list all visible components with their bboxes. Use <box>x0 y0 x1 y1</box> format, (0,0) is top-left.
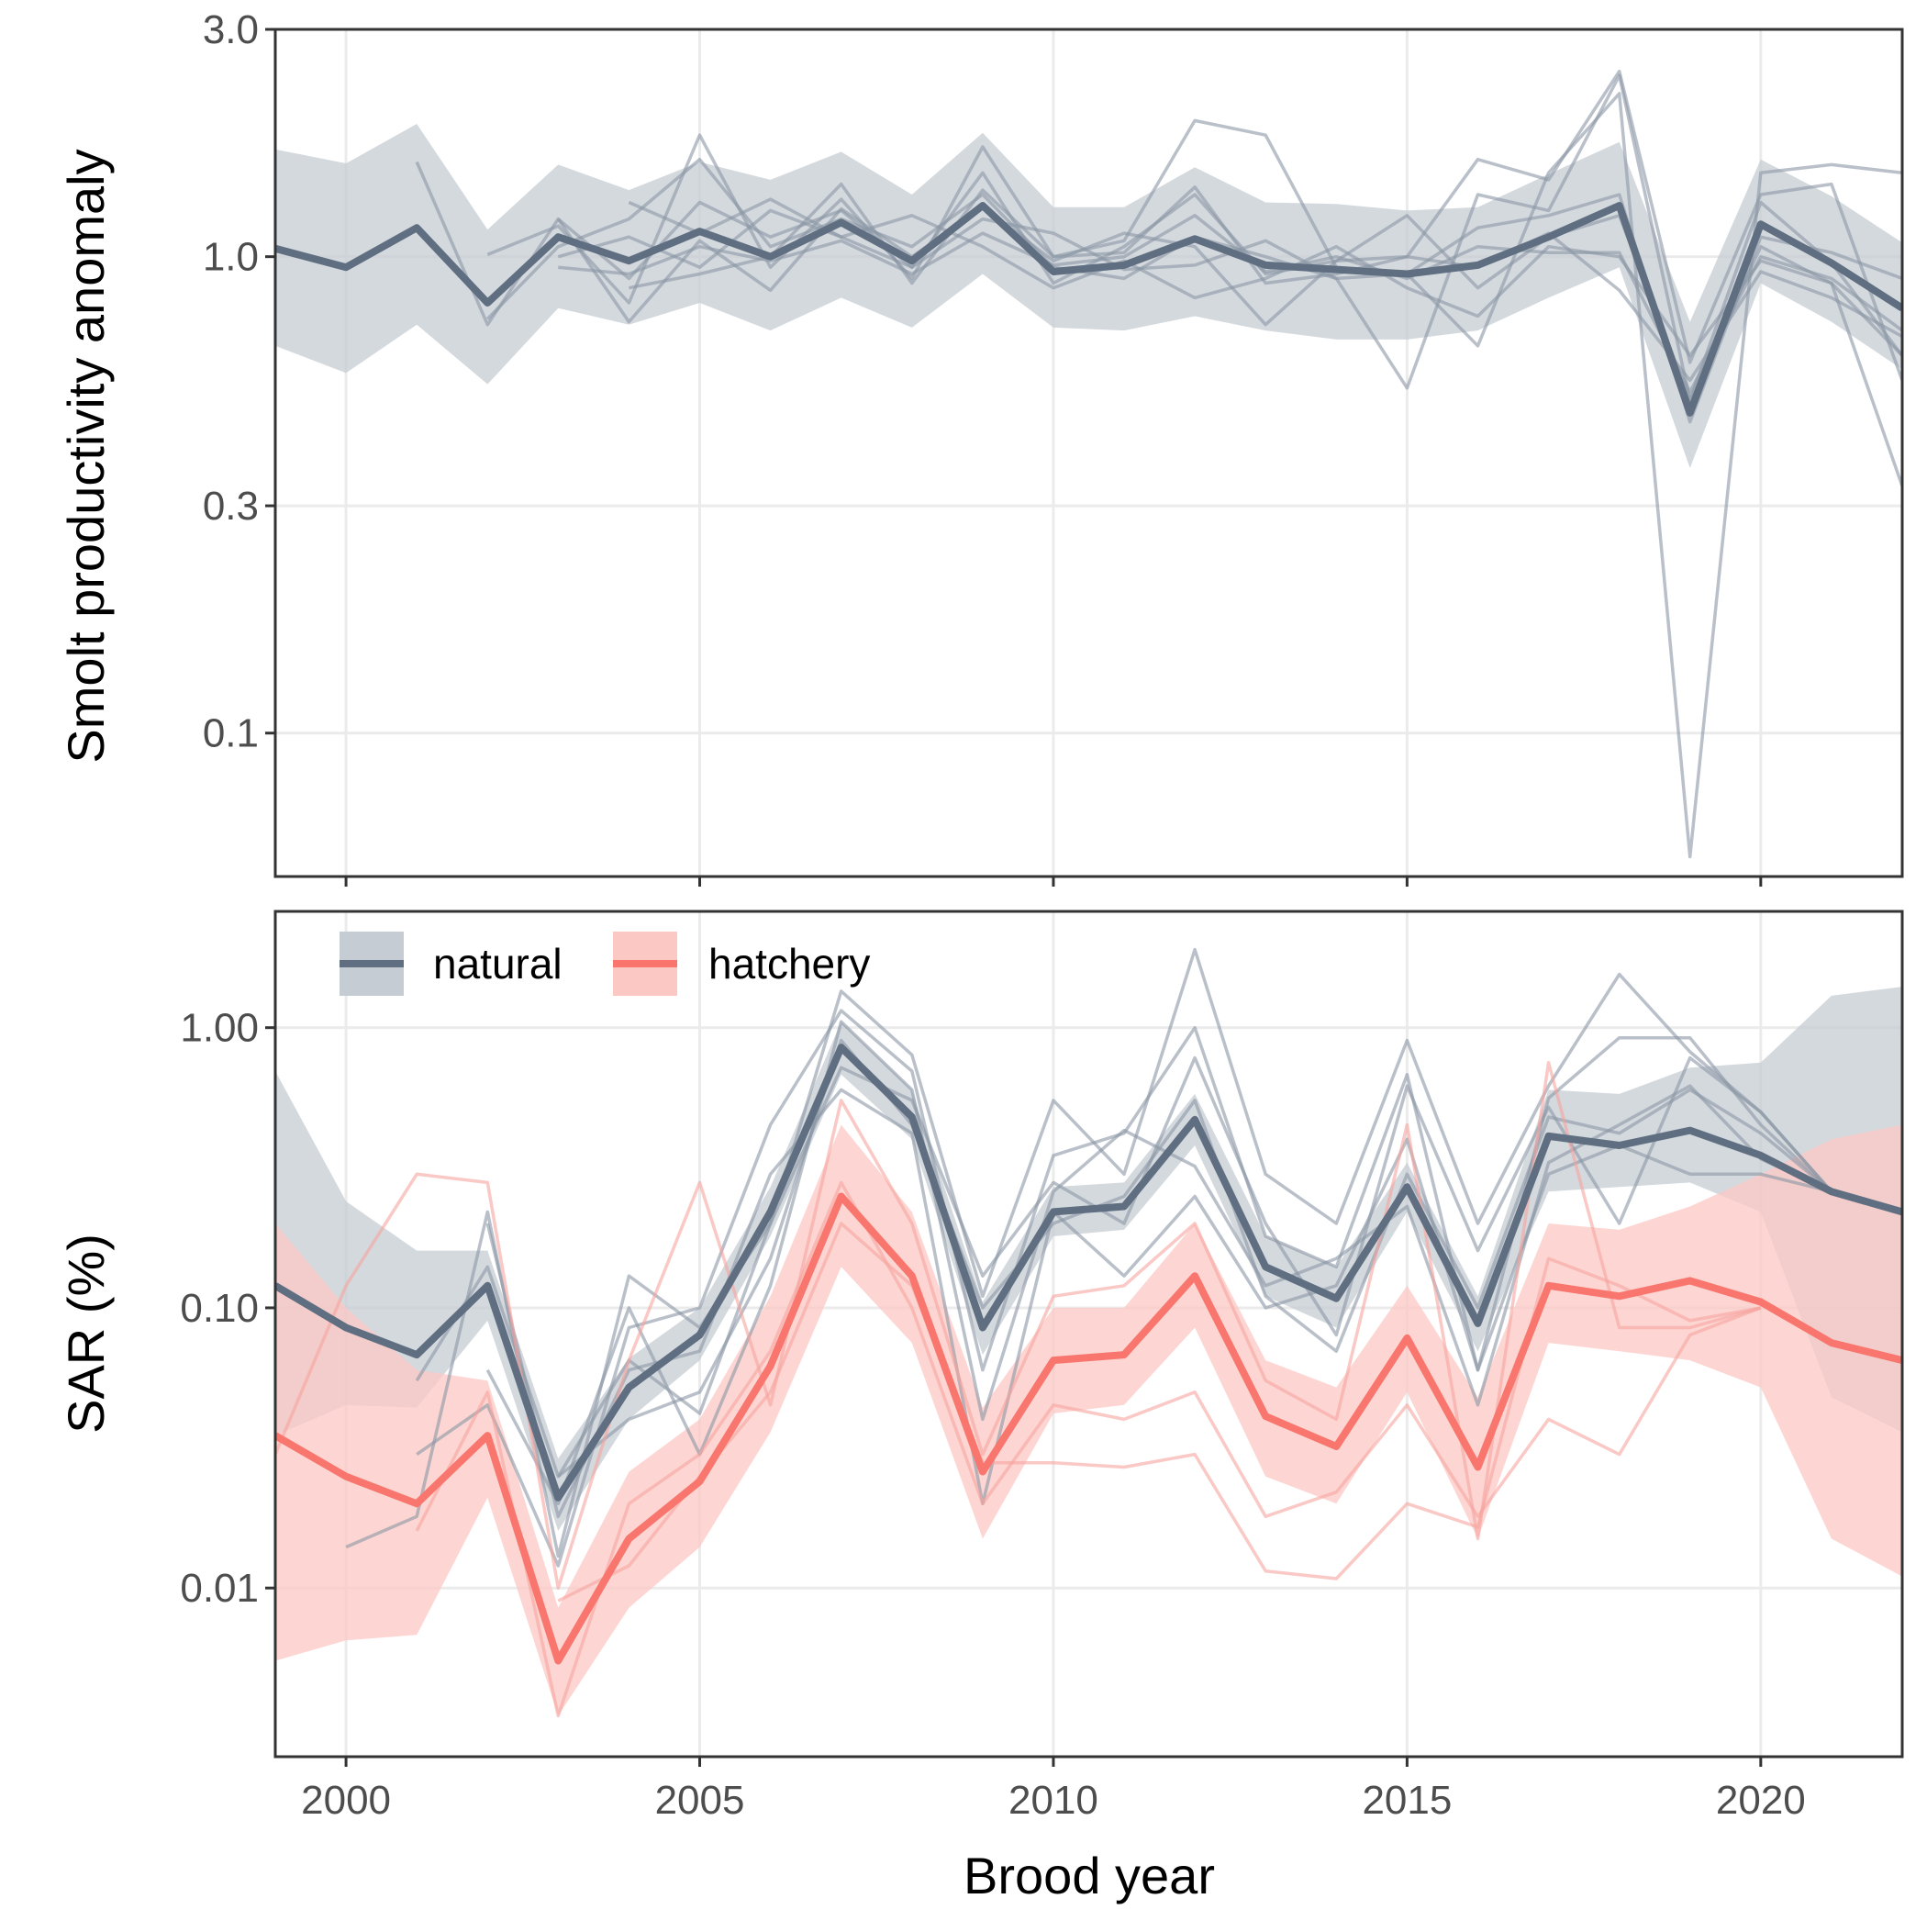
bottom-hatchery-interval-ribbon <box>275 1124 1902 1716</box>
bottom-hatchery-population-line <box>557 1222 1762 1603</box>
bottom-x-tick-label: 2015 <box>1362 1778 1452 1823</box>
top-natural-mean-line <box>275 202 1902 417</box>
top-natural-population-line <box>486 92 1902 859</box>
bottom-x-tick-label: 2010 <box>1008 1778 1098 1823</box>
bottom-y-tick-label: 1.00 <box>180 1006 259 1051</box>
bottom-y-axis-title: SAR (%) <box>57 1234 115 1434</box>
bottom-natural-mean-line <box>275 1044 1902 1502</box>
bottom-y-axis: 0.01 0.10 1.00 <box>180 1006 275 1611</box>
bottom-hatchery-mean-line <box>275 1192 1902 1665</box>
legend-natural-label: natural <box>433 940 563 988</box>
bottom-hatchery-population-line <box>415 1180 1762 1718</box>
top-natural-population-line <box>629 182 1902 383</box>
top-y-tick-label: 0.1 <box>203 711 259 756</box>
bottom-plot-area <box>275 947 1902 1718</box>
top-y-tick-label: 0.3 <box>203 484 259 529</box>
bottom-y-tick-label: 0.01 <box>180 1566 259 1611</box>
x-axis-title: Brood year <box>964 1847 1215 1904</box>
top-y-axis-title: Smolt productivity anomaly <box>57 149 115 763</box>
top-plot-background <box>275 29 1902 877</box>
bottom-panel-border <box>273 910 1904 1759</box>
panel-bottom: 0.01 0.10 1.00 2000 2005 2010 2015 2020 <box>180 910 1904 1823</box>
bottom-x-tick-label: 2000 <box>301 1778 391 1823</box>
top-natural-population-line <box>628 197 1902 358</box>
bottom-natural-population-line <box>416 1009 1902 1568</box>
bottom-x-tick-label: 2005 <box>655 1778 745 1823</box>
top-x-axis <box>344 877 1763 887</box>
top-plot-area <box>275 69 1902 859</box>
bottom-x-axis: 2000 2005 2010 2015 2020 <box>301 1757 1806 1823</box>
top-natural-interval-ribbon <box>275 124 1902 468</box>
top-y-tick-label: 1.0 <box>203 235 259 280</box>
legend: natural hatchery <box>340 932 870 996</box>
panel-top: 0.1 0.3 1.0 3.0 <box>203 7 1904 887</box>
top-y-axis: 0.1 0.3 1.0 3.0 <box>203 7 275 756</box>
bottom-y-tick-label: 0.10 <box>180 1286 259 1331</box>
legend-hatchery-label: hatchery <box>708 940 870 988</box>
bottom-x-tick-label: 2020 <box>1716 1778 1806 1823</box>
top-y-tick-label: 3.0 <box>203 7 259 52</box>
bottom-natural-population-line <box>485 1020 1902 1506</box>
top-panel-border <box>273 28 1904 878</box>
